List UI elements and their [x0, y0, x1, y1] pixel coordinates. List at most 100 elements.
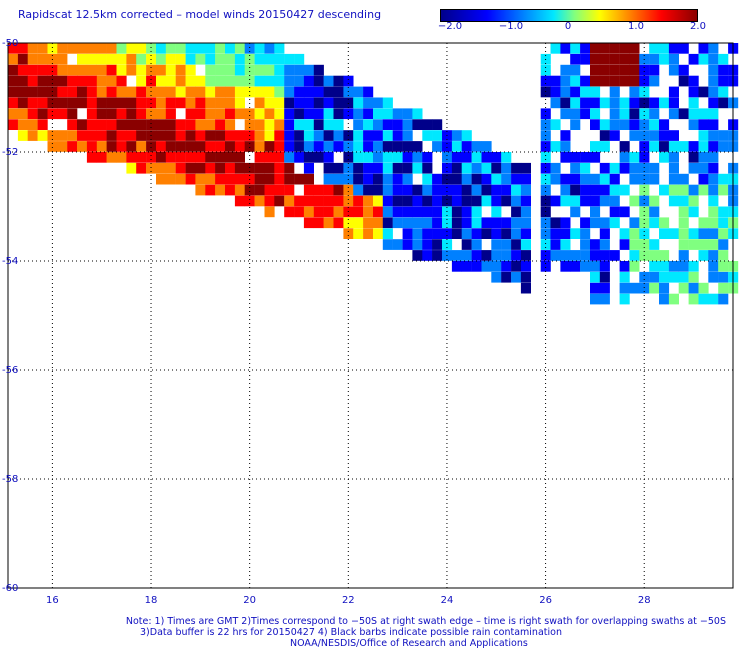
wind-cell — [678, 108, 689, 120]
wind-cell — [698, 53, 709, 65]
wind-cell — [57, 108, 68, 120]
wind-cell — [570, 119, 581, 130]
wind-cell — [392, 173, 403, 185]
wind-cell — [491, 206, 502, 218]
wind-cell — [718, 184, 729, 196]
wind-cell — [77, 53, 88, 65]
longitude-label: 24 — [441, 595, 454, 606]
wind-cell — [708, 53, 719, 65]
wind-cell — [609, 173, 620, 185]
wind-cell — [86, 130, 97, 141]
longitude-label: 28 — [638, 595, 651, 606]
wind-cell — [185, 97, 196, 109]
wind-cell — [47, 43, 58, 54]
wind-cell — [67, 130, 78, 141]
wind-cell — [205, 184, 216, 196]
wind-cell — [294, 206, 305, 218]
wind-cells — [8, 43, 739, 305]
wind-cell — [580, 239, 591, 250]
wind-cell — [274, 53, 285, 65]
wind-cell — [688, 239, 699, 250]
wind-cell — [313, 97, 324, 109]
wind-cell — [422, 206, 433, 218]
wind-cell — [254, 184, 265, 196]
wind-cell — [698, 86, 709, 98]
wind-cell — [156, 141, 167, 152]
wind-cell — [461, 195, 472, 207]
wind-cell — [313, 184, 324, 196]
wind-cell — [392, 206, 403, 218]
wind-cell — [244, 75, 255, 87]
wind-cell — [225, 173, 236, 185]
wind-cell — [668, 86, 679, 98]
wind-cell — [57, 43, 68, 54]
wind-cell — [550, 239, 561, 250]
wind-cell — [599, 282, 610, 294]
wind-cell — [451, 228, 462, 239]
wind-cell — [609, 108, 620, 120]
wind-cell — [116, 97, 127, 109]
wind-cell — [471, 250, 482, 261]
wind-cell — [540, 217, 551, 229]
wind-cell — [86, 97, 97, 109]
wind-cell — [382, 141, 393, 152]
wind-cell — [284, 184, 295, 196]
wind-cell — [402, 152, 413, 163]
wind-cell — [86, 141, 97, 152]
wind-cell — [215, 75, 226, 87]
wind-cell — [619, 271, 630, 283]
wind-cell — [422, 184, 433, 196]
wind-cell — [165, 162, 176, 174]
wind-cell — [570, 152, 581, 163]
wind-cell — [501, 195, 512, 207]
wind-cell — [106, 108, 117, 120]
wind-cell — [718, 261, 729, 272]
wind-cell — [402, 130, 413, 141]
wind-cell — [294, 195, 305, 207]
wind-cell — [471, 228, 482, 239]
wind-cell — [254, 108, 265, 120]
wind-cell — [284, 206, 295, 218]
wind-cell — [599, 228, 610, 239]
wind-cell — [461, 173, 472, 185]
wind-cell — [323, 86, 334, 98]
wind-cell — [254, 130, 265, 141]
wind-cell — [284, 130, 295, 141]
wind-cell — [412, 217, 423, 229]
wind-cell — [491, 217, 502, 229]
wind-cell — [412, 195, 423, 207]
wind-cell — [708, 173, 719, 185]
wind-cell — [560, 184, 571, 196]
wind-cell — [353, 184, 364, 196]
wind-cell — [590, 195, 601, 207]
wind-cell — [402, 108, 413, 120]
wind-cell — [629, 173, 640, 185]
wind-cell — [37, 43, 48, 54]
wind-cell — [599, 173, 610, 185]
wind-cell — [590, 250, 601, 261]
wind-cell — [520, 282, 531, 294]
wind-cell — [353, 141, 364, 152]
wind-cell — [491, 162, 502, 174]
wind-cell — [471, 173, 482, 185]
wind-cell — [659, 141, 670, 152]
wind-cell — [580, 53, 591, 65]
wind-cell — [432, 250, 443, 261]
wind-cell — [294, 86, 305, 98]
wind-cell — [274, 162, 285, 174]
wind-cell — [609, 119, 620, 130]
wind-cell — [451, 173, 462, 185]
wind-cell — [392, 162, 403, 174]
wind-cell — [382, 162, 393, 174]
wind-cell — [629, 108, 640, 120]
wind-cell — [8, 43, 19, 54]
wind-cell — [570, 261, 581, 272]
wind-cell — [599, 184, 610, 196]
wind-cell — [215, 97, 226, 109]
wind-cell — [303, 75, 314, 87]
wind-cell — [126, 108, 137, 120]
wind-cell — [629, 119, 640, 130]
wind-cell — [225, 97, 236, 109]
wind-cell — [156, 75, 167, 87]
wind-cell — [106, 75, 117, 87]
